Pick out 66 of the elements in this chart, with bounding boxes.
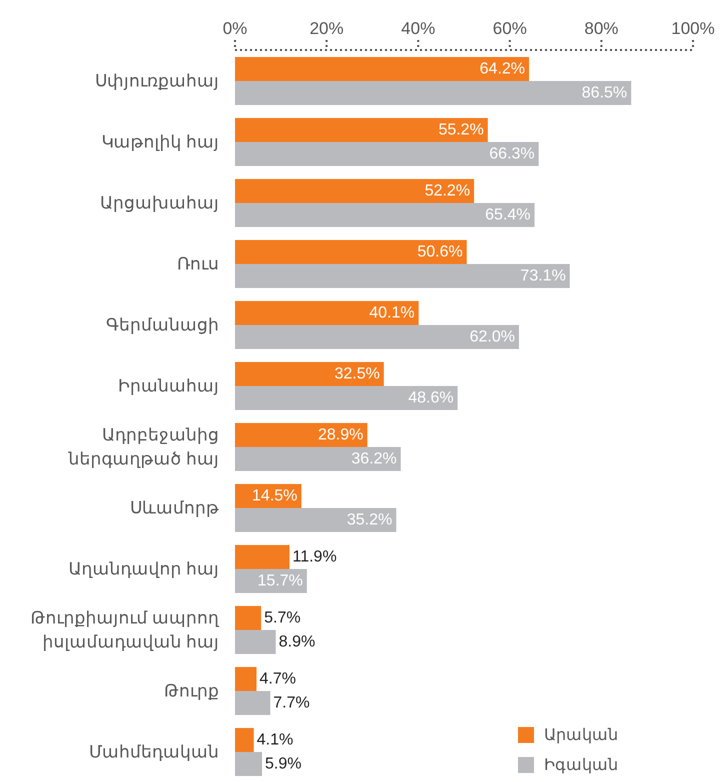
y-tick-label: Թուրքիայում ապրող իսլամադավան հայ xyxy=(30,608,220,651)
bar xyxy=(235,57,530,81)
x-tick-label: 40% xyxy=(401,19,436,38)
y-tick-label: Մահմեդական xyxy=(89,742,219,761)
bar xyxy=(235,728,254,752)
data-label: 65.4% xyxy=(485,206,531,224)
data-label: 35.2% xyxy=(346,512,392,528)
data-label: 32.5% xyxy=(334,366,380,382)
data-label: 64.2% xyxy=(480,60,526,78)
y-tick-label: Իրանահայ xyxy=(118,376,219,395)
bar xyxy=(235,386,458,410)
data-label: 62.0% xyxy=(470,328,515,346)
bar xyxy=(235,508,396,532)
bar xyxy=(235,362,384,386)
bar xyxy=(235,691,270,715)
bar xyxy=(235,630,276,654)
bar xyxy=(235,325,519,349)
legend-label: Արական xyxy=(544,726,618,745)
x-tick-label: 0% xyxy=(222,19,248,38)
data-label: 52.2% xyxy=(424,182,470,200)
data-label: 14.5% xyxy=(252,488,298,504)
data-label: 40.1% xyxy=(369,304,415,322)
y-tick-label: Գերմանացի xyxy=(106,315,219,334)
y-tick-label: Արցախահայ xyxy=(100,193,219,212)
data-label: 66.3% xyxy=(489,146,535,162)
bar xyxy=(235,301,419,325)
data-label: 15.7% xyxy=(258,572,303,590)
data-label: 7.7% xyxy=(273,694,310,712)
data-label: 73.1% xyxy=(520,268,566,284)
bar xyxy=(235,752,262,776)
bar xyxy=(235,179,474,203)
data-label: 8.9% xyxy=(278,634,316,650)
bar xyxy=(235,606,262,630)
data-label: 4.1% xyxy=(256,732,294,748)
y-tick-label: Սևամորթ xyxy=(130,498,219,517)
bar xyxy=(235,423,368,447)
y-tick-label: Կաթոլիկ հայ xyxy=(101,132,219,151)
bar xyxy=(235,545,290,569)
x-tick-label: 80% xyxy=(584,19,618,38)
data-label: 86.5% xyxy=(582,84,628,102)
bar xyxy=(235,264,570,288)
bar xyxy=(235,142,539,166)
y-tick-label: Ռուս xyxy=(177,254,219,273)
bar xyxy=(235,240,467,264)
bar xyxy=(235,118,488,142)
y-tick-label: Աղանդավոր հայ xyxy=(68,559,219,578)
data-label: 5.9% xyxy=(265,756,302,772)
data-label: 11.9% xyxy=(292,548,337,566)
data-label: 50.6% xyxy=(417,244,463,260)
bar xyxy=(235,81,632,105)
y-tick-label: Ադրբեջանից ներգաղթած հայ xyxy=(67,425,219,468)
bar xyxy=(235,667,257,691)
legend-label: Իգական xyxy=(544,756,618,775)
x-tick-label: 60% xyxy=(492,19,527,38)
bar xyxy=(235,447,401,471)
data-label: 55.2% xyxy=(438,122,484,138)
data-label: 28.9% xyxy=(318,426,364,444)
data-label: 4.7% xyxy=(260,670,296,688)
data-label: 48.6% xyxy=(408,390,454,406)
y-tick-label: Սփյուռքահայ xyxy=(95,71,219,90)
y-tick-label: Թուրք xyxy=(164,681,219,700)
data-label: 36.2% xyxy=(351,450,397,468)
bar xyxy=(235,203,535,227)
data-label: 5.7% xyxy=(264,610,301,626)
x-tick-label: 100% xyxy=(671,19,715,38)
x-tick-label: 20% xyxy=(310,19,344,38)
